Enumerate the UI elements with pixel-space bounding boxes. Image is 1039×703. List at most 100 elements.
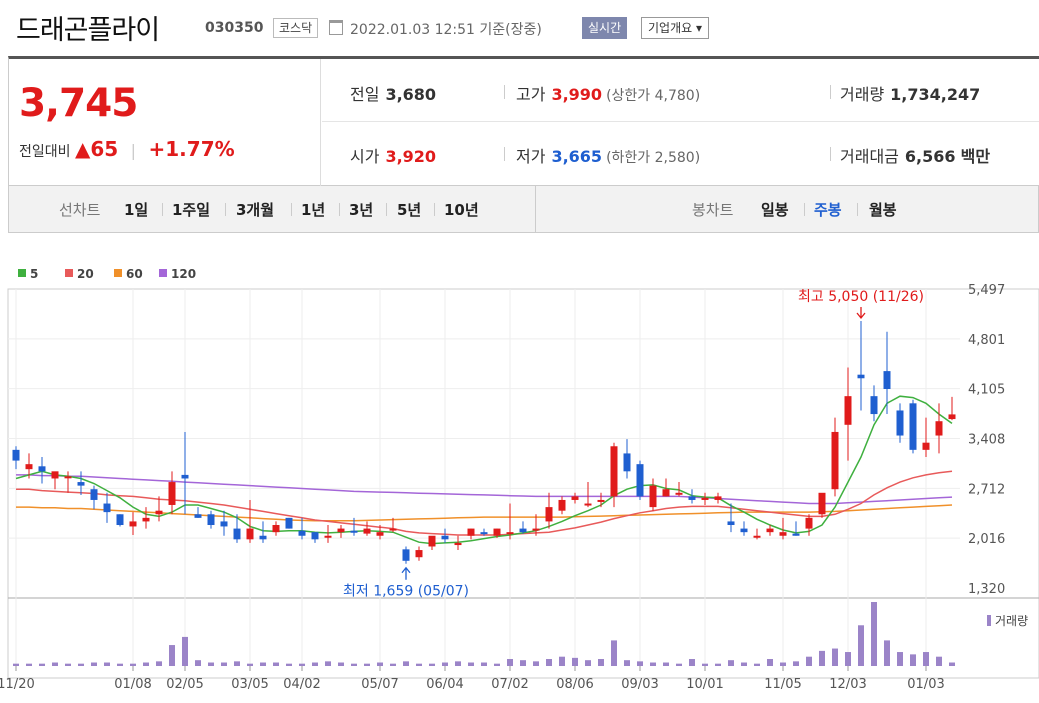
candle-body [285, 517, 293, 529]
volume-bar [416, 663, 422, 666]
candle-body [350, 530, 358, 533]
y-tick-label: 2,016 [968, 532, 1005, 547]
volume-bar [936, 656, 942, 666]
volume-bar [598, 659, 604, 666]
y-tick-label: 4,105 [968, 383, 1005, 398]
volume-bar [52, 662, 58, 666]
candle-body [792, 533, 800, 536]
volume-bar [234, 661, 240, 666]
candle-body [870, 396, 878, 415]
x-tick-label: 04/02 [283, 677, 320, 692]
x-tick-label: 05/07 [361, 677, 398, 692]
volume-bar [338, 662, 344, 666]
volume-bar [143, 662, 149, 666]
candle-body [441, 535, 449, 540]
company-overview-dropdown[interactable]: 기업개요 ▾ [641, 17, 709, 39]
candle-body [636, 464, 644, 497]
candle-body [688, 496, 696, 500]
candle-body [506, 532, 514, 535]
candle-body [571, 496, 579, 500]
volume-bar [403, 661, 409, 666]
candle-body [896, 410, 904, 436]
candle-body [38, 466, 46, 472]
volume-bar [546, 659, 552, 666]
volume-bar [728, 660, 734, 666]
x-tick-label: 01/08 [114, 677, 151, 692]
change-value: ▲65 [74, 137, 119, 161]
volume-bar [897, 652, 903, 666]
x-tick-label: 09/03 [621, 677, 658, 692]
candle-body [129, 521, 137, 527]
volume-bar [793, 661, 799, 666]
candle-body [779, 532, 787, 536]
candle-body [467, 528, 475, 536]
legend-swatch [114, 269, 122, 277]
candle-body [168, 482, 176, 505]
market-badge: 코스닥 [273, 18, 319, 38]
volume-bar [689, 659, 695, 666]
candle-monthly[interactable]: 월봉 [869, 201, 897, 219]
candle-body [883, 371, 891, 390]
volume-bar [260, 662, 266, 666]
volume-bar [637, 661, 643, 666]
volume-bar [26, 663, 32, 666]
candle-body [90, 489, 98, 500]
period-1year[interactable]: 1년 [301, 201, 326, 219]
candle-body [194, 514, 202, 518]
candle-body [714, 496, 722, 500]
candle-body [259, 535, 267, 540]
period-5year[interactable]: 5년 [397, 201, 422, 219]
candle-body [389, 528, 397, 531]
period-3year[interactable]: 3년 [349, 201, 374, 219]
x-tick-label: 11/20 [0, 677, 35, 692]
candle-body [25, 464, 33, 470]
candle-body [324, 535, 332, 538]
volume-bar [299, 663, 305, 666]
current-price-panel: 3,745 전일대비 ▲65 | +1.77% [9, 59, 321, 186]
candlestick-chart: 5,497 4,801 4,105 3,408 2,712 2,016 1,320 11/20… [0, 267, 1039, 692]
candle-body [818, 492, 826, 515]
period-1week[interactable]: 1주일 [172, 201, 211, 219]
candle-weekly[interactable]: 주봉 [814, 201, 842, 219]
volume-bar [923, 652, 929, 666]
candle-daily[interactable]: 일봉 [761, 201, 789, 219]
candle-body [402, 549, 410, 561]
candle-body [584, 503, 592, 506]
legend-swatch [18, 269, 26, 277]
candle-body [337, 528, 345, 533]
x-tick-label: 02/05 [166, 677, 203, 692]
candle-body [675, 492, 683, 495]
candle-body [857, 374, 865, 379]
volume-bar [377, 662, 383, 666]
period-1day[interactable]: 1일 [124, 201, 149, 219]
candle-body [662, 489, 670, 497]
volume-bar [78, 663, 84, 666]
volume-bar [676, 663, 682, 666]
candle-body [532, 528, 540, 531]
candle-body [181, 474, 189, 479]
line-chart-label: 선차트 [59, 201, 101, 219]
volume-bar [117, 663, 123, 666]
legend-swatch [159, 269, 167, 277]
min-arrow-icon [401, 566, 411, 580]
candle-body [519, 528, 527, 533]
candle-body [246, 528, 254, 540]
volume: 거래량 1,734,247 [840, 85, 981, 104]
period-3month[interactable]: 3개월 [236, 201, 275, 219]
candle-body [948, 414, 956, 420]
open-price: 시가 3,920 [350, 147, 437, 166]
candle-body [740, 528, 748, 533]
trade-amount: 거래대금 6,566 백만 [840, 147, 991, 166]
volume-bar [104, 662, 110, 666]
candle-body [51, 471, 59, 479]
volume-bar [585, 660, 591, 666]
volume-bar [351, 663, 357, 666]
period-10year[interactable]: 10년 [444, 201, 479, 219]
realtime-button[interactable]: 실시간 [582, 17, 628, 39]
quote-datetime: 2022.01.03 12:51 기준(장중) [350, 22, 542, 38]
candle-body [77, 482, 85, 486]
candle-body [545, 507, 553, 522]
calendar-icon [329, 20, 343, 35]
change-rate: +1.77% [148, 137, 235, 161]
volume-bar [208, 662, 214, 666]
